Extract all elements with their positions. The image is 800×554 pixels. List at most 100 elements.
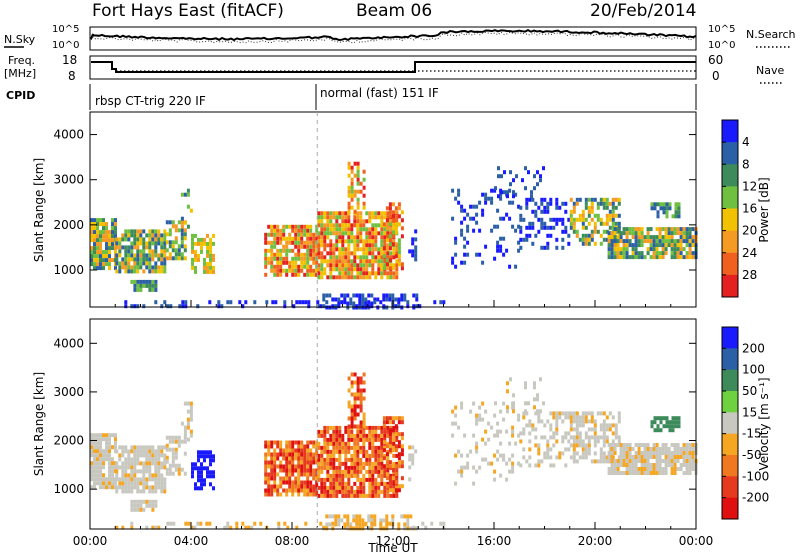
echo-cell	[359, 400, 363, 405]
echo-cell	[341, 251, 345, 256]
echo-cell	[664, 227, 668, 232]
echo-cell	[631, 455, 635, 459]
echo-cell	[575, 201, 579, 206]
echo-cell	[306, 240, 310, 245]
echo-cell	[142, 473, 146, 478]
echo-cell	[665, 424, 669, 429]
echo-cell	[283, 521, 287, 526]
echo-cell	[564, 447, 568, 452]
echo-cell	[183, 429, 187, 434]
echo-cell	[163, 233, 167, 238]
echo-cell	[145, 525, 149, 530]
echo-cell	[279, 264, 283, 269]
echo-cell	[212, 486, 215, 491]
echo-cell	[637, 255, 641, 260]
echo-cell	[343, 522, 347, 527]
echo-cell	[320, 275, 324, 280]
echo-cell	[111, 445, 114, 450]
echo-cell	[688, 447, 692, 451]
echo-cell	[555, 423, 559, 428]
echo-cell	[658, 455, 662, 459]
echo-cell	[212, 269, 215, 274]
echo-cell	[157, 445, 161, 450]
echo-cell	[382, 246, 386, 251]
echo-cell	[362, 477, 366, 482]
echo-cell	[111, 469, 114, 474]
echo-cell	[115, 237, 119, 242]
echo-cell	[276, 484, 280, 489]
echo-cell	[607, 247, 611, 252]
echo-cell	[572, 221, 576, 226]
echo-cell	[111, 222, 114, 227]
echo-cell	[365, 469, 369, 474]
echo-cell	[206, 466, 209, 471]
echo-cell	[168, 435, 172, 440]
echo-cell	[329, 247, 333, 252]
echo-cell	[460, 228, 464, 233]
echo-cell	[180, 252, 184, 257]
echo-cell	[332, 465, 336, 470]
echo-cell	[139, 241, 143, 246]
echo-cell	[371, 425, 375, 430]
echo-cell	[356, 392, 360, 397]
echo-cell	[572, 427, 576, 432]
echo-cell	[276, 236, 280, 241]
echo-cell	[288, 268, 292, 273]
echo-cell	[664, 459, 668, 463]
echo-cell	[133, 449, 137, 454]
echo-cell	[90, 226, 93, 231]
echo-cell	[294, 456, 298, 461]
echo-cell	[662, 206, 666, 211]
echo-cell	[406, 304, 410, 309]
echo-cell	[133, 469, 137, 474]
echo-cell	[691, 467, 695, 471]
echo-cell	[105, 445, 108, 450]
echo-cell	[326, 263, 330, 268]
echo-cell	[191, 237, 194, 242]
echo-cell	[145, 457, 149, 462]
echo-cell	[674, 420, 678, 425]
echo-cell	[267, 488, 271, 493]
echo-cell	[414, 449, 418, 454]
echo-cell	[323, 235, 327, 240]
echo-cell	[124, 253, 128, 258]
echo-cell	[359, 477, 363, 482]
echo-cell	[370, 304, 374, 309]
echo-cell	[581, 225, 585, 230]
echo-cell	[625, 247, 629, 252]
echo-cell	[183, 220, 187, 225]
echo-cell	[658, 243, 662, 248]
echo-cell	[189, 417, 193, 422]
echo-cell	[365, 453, 369, 458]
echo-cell	[590, 205, 594, 210]
echo-cell	[282, 248, 286, 253]
echo-cell	[517, 248, 521, 253]
echo-cell	[593, 427, 597, 432]
echo-cell	[315, 236, 319, 241]
echo-cell	[391, 210, 395, 215]
echo-cell	[625, 255, 629, 260]
echo-cell	[108, 266, 111, 271]
echo-cell	[691, 227, 695, 232]
echo-cell	[142, 453, 146, 458]
echo-cell	[527, 170, 530, 175]
echo-cell	[497, 194, 500, 199]
echo-cell	[628, 443, 632, 447]
echo-cell	[525, 233, 529, 238]
echo-cell	[329, 425, 333, 430]
echo-cell	[300, 268, 304, 273]
echo-cell	[267, 472, 271, 477]
echo-cell	[581, 439, 585, 444]
echo-cell	[294, 468, 298, 473]
echo-cell	[631, 463, 635, 467]
echo-cell	[133, 269, 137, 274]
echo-cell	[130, 481, 134, 486]
echo-cell	[385, 218, 389, 223]
echo-cell	[124, 449, 128, 454]
echo-cell	[655, 227, 659, 232]
echo-cell	[191, 249, 194, 254]
echo-cell	[466, 228, 470, 233]
echo-cell	[617, 201, 621, 206]
echo-cell	[341, 247, 345, 252]
echo-cell	[564, 431, 568, 436]
